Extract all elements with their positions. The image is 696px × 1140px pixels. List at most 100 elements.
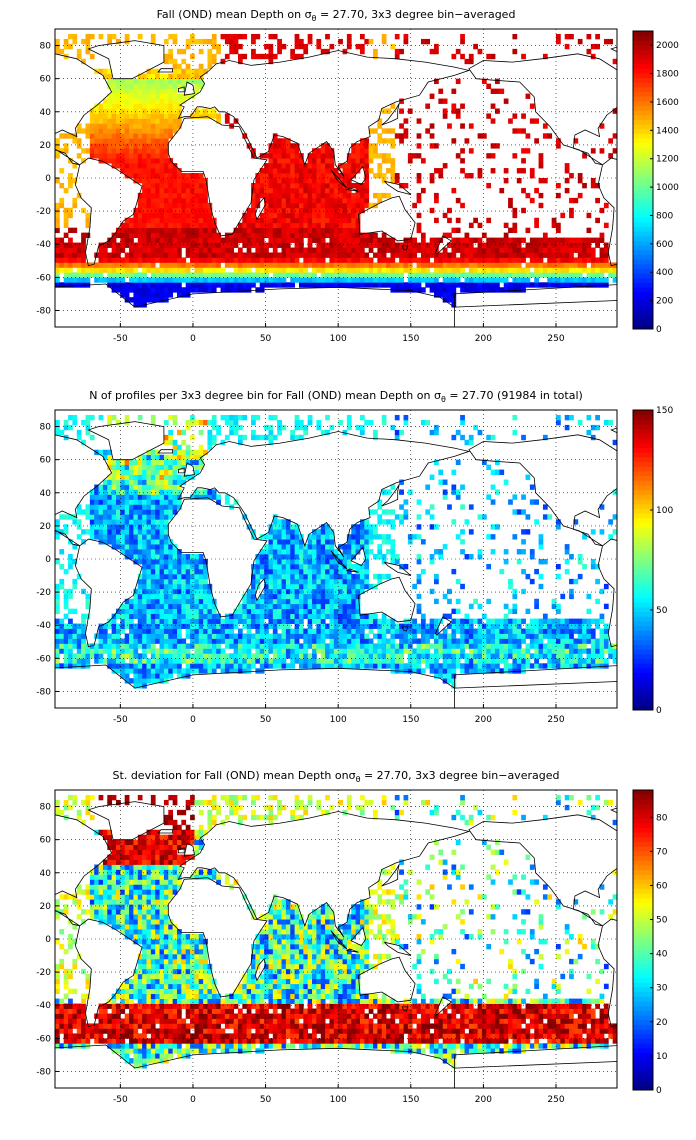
heatmap-cell: [233, 623, 239, 629]
heatmap-cell: [190, 197, 195, 204]
heatmap-cell: [425, 267, 431, 273]
heatmap-cell: [320, 267, 326, 273]
heatmap-cell: [438, 88, 444, 94]
heatmap-cell: [368, 247, 374, 253]
heatmap-cell: [242, 648, 248, 654]
heatmap-cell: [81, 148, 86, 154]
heatmap-cell: [355, 143, 361, 149]
heatmap-cell: [381, 153, 387, 159]
heatmap-cell: [168, 73, 174, 80]
heatmap-cell: [346, 232, 352, 238]
heatmap-cell: [412, 257, 417, 263]
heatmap-cell: [115, 504, 121, 510]
heatmap-cell: [551, 242, 557, 248]
heatmap-cell: [569, 173, 574, 179]
heatmap-cell: [251, 573, 256, 580]
heatmap-cell: [538, 178, 544, 184]
heatmap-cell: [285, 173, 291, 179]
heatmap-cell: [146, 148, 152, 154]
heatmap-cell: [168, 509, 174, 515]
heatmap-cell: [412, 287, 417, 293]
heatmap-cell: [272, 227, 278, 234]
heatmap-cell: [237, 252, 243, 258]
heatmap-cell: [137, 168, 143, 174]
heatmap-cell: [115, 133, 121, 139]
heatmap-cell: [168, 272, 174, 278]
heatmap-cell: [373, 282, 378, 288]
heatmap-cell: [124, 534, 130, 540]
heatmap-cell: [429, 272, 435, 278]
heatmap-cell: [325, 242, 330, 248]
heatmap-cell: [111, 514, 117, 520]
heatmap-cell: [277, 519, 282, 525]
heatmap-cell: [142, 593, 147, 600]
heatmap-cell: [560, 262, 566, 268]
heatmap-cell: [159, 459, 165, 466]
heatmap-cell: [124, 623, 130, 629]
heatmap-cell: [320, 603, 326, 610]
coastlines: [55, 40, 617, 327]
x-tick-label: 100: [330, 334, 347, 344]
heatmap-cell: [277, 549, 282, 555]
heatmap-cell: [298, 277, 304, 283]
heatmap-cell: [98, 499, 104, 505]
heatmap-cell: [281, 424, 287, 431]
heatmap-cell: [320, 613, 326, 619]
heatmap-cell: [290, 633, 296, 639]
heatmap-cell: [81, 633, 86, 639]
heatmap-cell: [159, 658, 165, 664]
heatmap-cell: [490, 103, 496, 109]
heatmap-cell: [294, 549, 300, 555]
heatmap-cell: [316, 202, 322, 209]
heatmap-cell: [142, 489, 147, 495]
heatmap-cell: [115, 232, 121, 238]
heatmap-cell: [155, 202, 160, 209]
heatmap-cell: [307, 272, 313, 278]
heatmap-cell: [303, 424, 309, 431]
heatmap-cell: [68, 252, 73, 258]
heatmap-cell: [346, 608, 352, 615]
heatmap-cell: [159, 98, 165, 104]
heatmap-cell: [342, 242, 348, 248]
heatmap-cell: [294, 653, 300, 659]
heatmap-cell: [359, 143, 365, 149]
colorbar-segment: [633, 82, 653, 88]
heatmap-cell: [285, 643, 291, 649]
heatmap-cell: [342, 559, 348, 565]
heatmap-cell: [59, 643, 65, 649]
heatmap-cell: [495, 143, 500, 149]
heatmap-cell: [603, 242, 609, 248]
heatmap-cell: [163, 182, 169, 189]
heatmap-cell: [142, 207, 147, 214]
heatmap-cell: [163, 153, 169, 159]
heatmap-cell: [124, 479, 130, 485]
heatmap-cell: [338, 212, 343, 219]
heatmap-cell: [294, 424, 300, 431]
heatmap-cell: [298, 282, 304, 288]
heatmap-cell: [538, 262, 544, 268]
heatmap-cell: [386, 257, 391, 263]
heatmap-cell: [203, 267, 208, 273]
heatmap-cell: [159, 252, 165, 258]
heatmap-cell: [272, 529, 278, 535]
heatmap-cell: [172, 593, 178, 600]
heatmap-cell: [211, 658, 217, 664]
heatmap-cell: [155, 633, 160, 639]
heatmap-cell: [207, 628, 213, 634]
heatmap-cell: [176, 673, 182, 679]
heatmap-cell: [159, 588, 165, 595]
heatmap-cell: [142, 653, 147, 659]
heatmap-cell: [455, 153, 461, 159]
heatmap-cell: [338, 588, 343, 595]
heatmap-cell: [377, 153, 383, 159]
heatmap-cell: [129, 499, 134, 505]
heatmap-cell: [298, 549, 304, 555]
heatmap-cell: [473, 272, 478, 278]
heatmap-cell: [176, 187, 182, 194]
heatmap-cell: [499, 237, 505, 243]
heatmap-cell: [320, 163, 326, 169]
heatmap-cell: [320, 212, 326, 219]
heatmap-cell: [329, 252, 335, 258]
heatmap-cell: [251, 578, 256, 585]
heatmap-cell: [163, 272, 169, 278]
